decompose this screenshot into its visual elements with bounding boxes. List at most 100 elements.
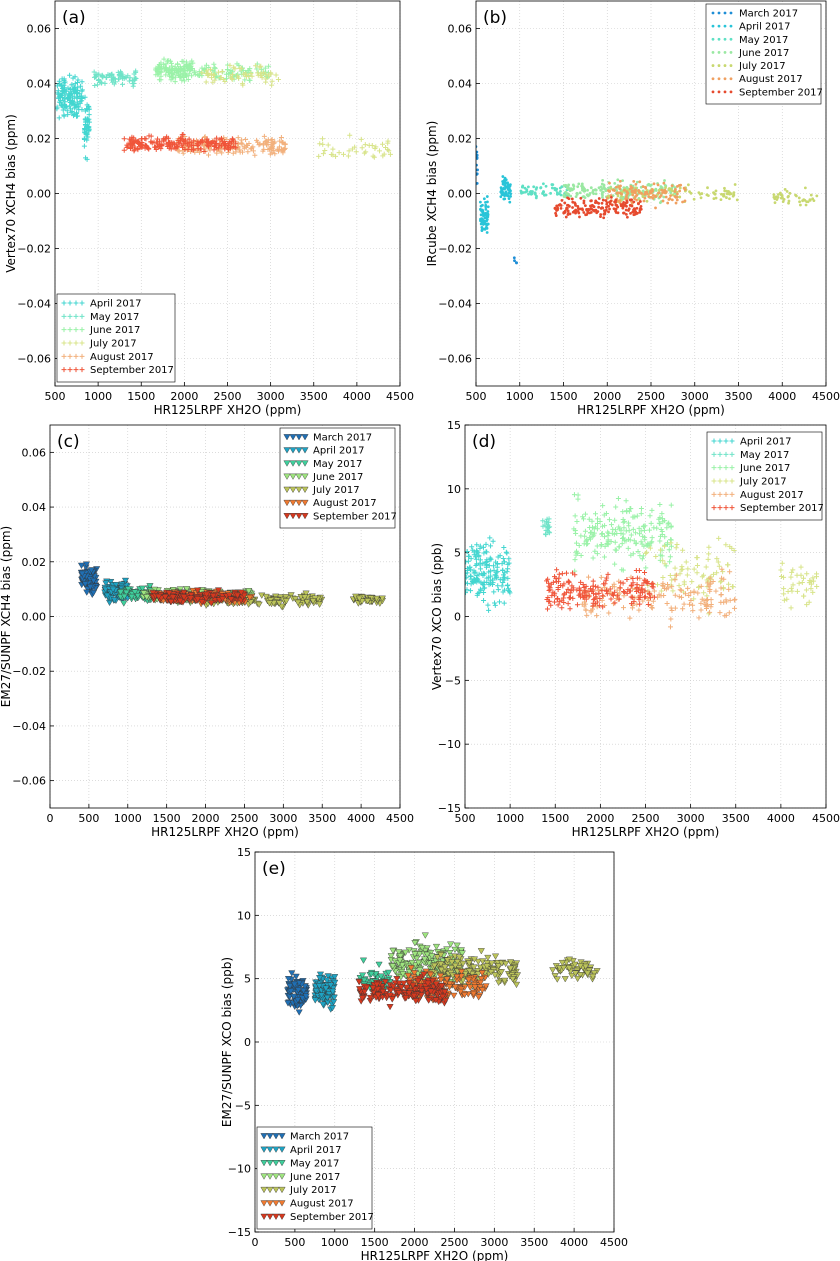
data-point: [631, 193, 635, 197]
data-point: [599, 530, 605, 536]
data-point: [484, 954, 492, 962]
data-point: [504, 192, 508, 196]
data-point: [159, 142, 165, 148]
data-point: [143, 136, 149, 142]
data-point: [488, 556, 494, 562]
data-point: [810, 575, 816, 581]
data-point: [552, 599, 558, 605]
data-point: [558, 959, 566, 967]
data-point: [143, 594, 151, 601]
data-points: [469, 140, 819, 265]
data-point: [775, 198, 779, 201]
data-point: [732, 596, 738, 602]
data-point: [607, 210, 610, 214]
data-point: [238, 140, 244, 146]
data-point: [78, 83, 84, 89]
data-point: [634, 513, 640, 519]
data-point: [638, 210, 642, 214]
data-point: [100, 73, 106, 79]
data-point: [778, 191, 782, 195]
data-point: [589, 210, 593, 214]
data-point: [185, 77, 191, 83]
data-point: [269, 147, 275, 153]
data-point: [614, 587, 620, 593]
data-point: [234, 61, 240, 67]
data-point: [484, 203, 488, 207]
data-point: [664, 195, 668, 199]
data-point: [155, 593, 163, 601]
data-point: [651, 196, 655, 200]
data-point: [82, 130, 88, 136]
data-point: [630, 190, 634, 194]
data-point: [245, 149, 251, 155]
legend-marker: [295, 513, 303, 520]
data-point: [616, 205, 620, 209]
data-point: [427, 988, 435, 995]
data-point: [451, 946, 459, 954]
data-point: [607, 186, 611, 190]
data-point: [294, 987, 302, 994]
y-tick-label: 0.06: [27, 23, 52, 36]
data-point: [488, 543, 494, 549]
data-point: [540, 518, 546, 524]
data-point: [135, 147, 141, 153]
data-point: [547, 598, 553, 604]
data-point: [182, 68, 188, 74]
data-point: [619, 184, 622, 188]
data-point: [331, 974, 339, 981]
data-point: [476, 181, 479, 185]
legend-marker: [711, 478, 717, 484]
x-axis-label: HR125LRPF XH2O (ppm): [154, 403, 302, 417]
y-tick-label: 5: [244, 973, 251, 986]
data-point: [620, 519, 626, 525]
data-point: [722, 613, 728, 619]
data-point: [577, 182, 581, 186]
data-point: [466, 553, 472, 559]
data-point: [694, 570, 700, 576]
data-point: [416, 967, 424, 974]
data-point: [649, 580, 655, 586]
data-point: [202, 135, 208, 141]
legend-marker: [711, 64, 715, 67]
plot-frame: [475, 0, 827, 387]
data-point: [682, 591, 688, 597]
legend-marker: [729, 465, 735, 471]
data-point: [55, 83, 60, 89]
data-point: [465, 590, 469, 596]
data-point: [265, 600, 274, 607]
data-point: [218, 75, 224, 81]
data-point: [704, 593, 710, 599]
data-point: [203, 79, 209, 85]
data-point: [624, 212, 628, 216]
data-point: [204, 142, 210, 148]
series-june-2017: [153, 56, 272, 85]
data-point: [787, 199, 791, 203]
legend-marker: [266, 1133, 274, 1140]
data-point: [524, 190, 527, 194]
data-point: [407, 965, 415, 972]
data-point: [133, 69, 139, 75]
data-point: [243, 74, 249, 80]
data-point: [561, 600, 567, 606]
data-point: [483, 541, 489, 547]
data-point: [469, 161, 472, 164]
data-point: [286, 983, 294, 990]
data-point: [103, 592, 111, 600]
series-july-2017: [606, 183, 819, 207]
data-point: [583, 204, 587, 208]
data-point: [679, 594, 685, 600]
data-point: [224, 75, 230, 81]
panel-4: 500 1000 1500 2000 2500 3000 3500 4000 4500−15−1…: [430, 419, 840, 839]
data-point: [269, 82, 275, 88]
data-point: [409, 982, 417, 989]
data-point: [689, 579, 695, 585]
legend-marker: [711, 491, 717, 497]
data-point: [605, 196, 609, 200]
data-point: [781, 586, 787, 592]
data-point: [561, 592, 567, 598]
data-point: [660, 188, 664, 192]
data-point: [165, 143, 171, 149]
data-point: [323, 977, 331, 984]
legend-marker: [723, 77, 727, 81]
